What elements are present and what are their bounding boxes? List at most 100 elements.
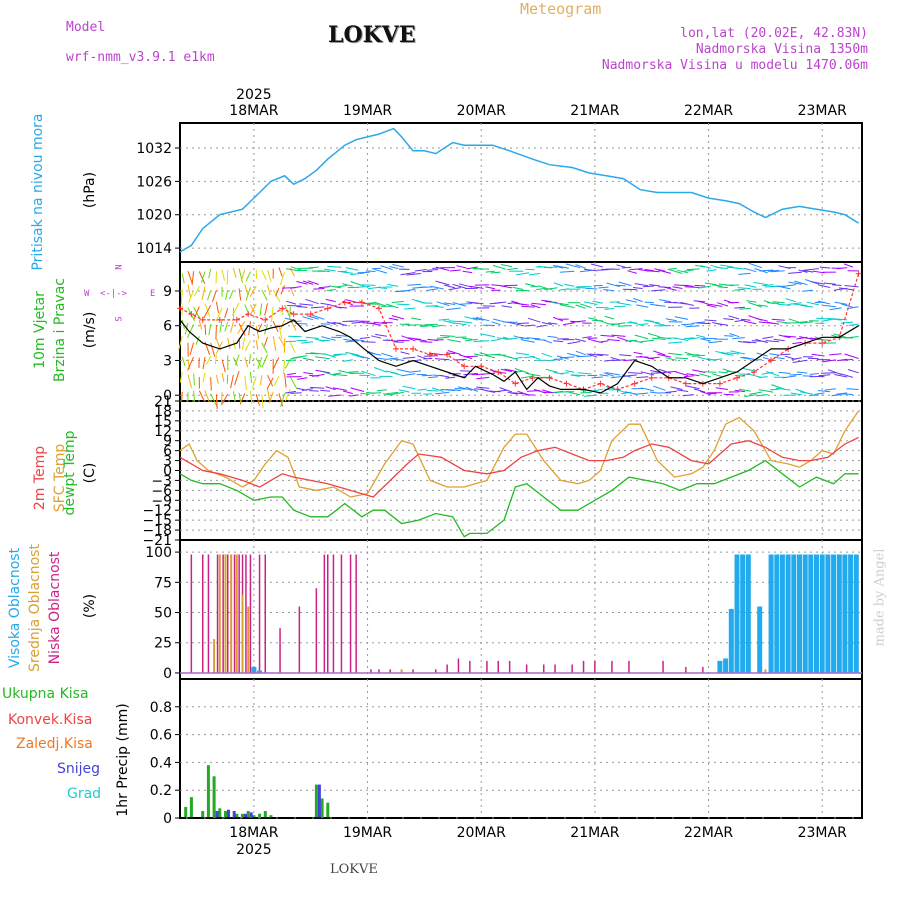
- wind-barb: [633, 287, 643, 289]
- wind-barb: [700, 265, 711, 269]
- wind-barb: [803, 268, 819, 271]
- meteogram-title: Meteogram: [520, 0, 602, 18]
- ytick-label-clouds-3: 75: [154, 575, 172, 591]
- cloud-bar-2: [779, 554, 785, 673]
- cloud-bar-2: [723, 658, 729, 673]
- wind-barb: [396, 303, 410, 306]
- wind-barb: [245, 287, 251, 301]
- cloud-bar-2: [848, 554, 854, 673]
- wind-barb: [296, 339, 308, 342]
- cloud-bar-0: [412, 669, 414, 673]
- wind-barb: [494, 301, 507, 304]
- wind-barb: [536, 287, 547, 291]
- precip-bar-0: [252, 815, 256, 818]
- wind-barb: [452, 283, 467, 289]
- wind-barb: [392, 263, 405, 268]
- wind-barb: [361, 341, 376, 343]
- wind-barb: [692, 369, 706, 373]
- wind-barb: [420, 325, 433, 327]
- wind-barb: [406, 273, 422, 276]
- wind-barb: [241, 269, 246, 280]
- wind-barb: [485, 286, 496, 290]
- cloud-bar-0: [611, 660, 613, 673]
- temp-2m-line: [179, 436, 859, 498]
- wind-barb: [654, 322, 666, 326]
- wind-barb: [187, 284, 191, 298]
- wind-barb: [512, 392, 524, 395]
- wind-barb: [373, 321, 387, 325]
- wind-gust-point: [375, 305, 382, 312]
- wind-barb: [784, 322, 797, 324]
- wind-barb: [389, 266, 399, 269]
- cloud-bar-2: [797, 554, 802, 673]
- wind-barb: [675, 357, 689, 360]
- wind-barb: [407, 337, 422, 340]
- wind-barb: [793, 303, 808, 306]
- wind-barb: [508, 321, 524, 327]
- wind-barb: [591, 376, 603, 379]
- wind-barb: [799, 336, 814, 340]
- wind-barb: [802, 289, 814, 292]
- wind-barb: [261, 270, 267, 281]
- wind-barb: [225, 289, 229, 301]
- wind-barb: [554, 265, 569, 269]
- wind-barb: [691, 354, 706, 357]
- wind-barb: [622, 288, 637, 291]
- xtick-top-0: 18MAR: [229, 103, 278, 119]
- wind-barb: [685, 325, 700, 328]
- wind-barb: [280, 393, 286, 408]
- wind-barb: [841, 303, 854, 308]
- wind-barb: [315, 356, 331, 360]
- wind-barb: [373, 367, 388, 373]
- wind-barb: [424, 355, 439, 357]
- wind-barb: [204, 303, 211, 317]
- wind-barb: [436, 336, 450, 339]
- wind-barb: [517, 322, 530, 324]
- wind-barb: [715, 351, 728, 355]
- wind-barb: [234, 354, 240, 366]
- wind-barb: [567, 352, 581, 357]
- wind-speed-line: [179, 319, 859, 394]
- xtick-top-3: 21MAR: [570, 103, 619, 119]
- wind-barb: [687, 337, 700, 340]
- wind-barb: [284, 373, 287, 388]
- wind-barb: [604, 315, 615, 320]
- cloud-bar-0: [582, 660, 585, 673]
- wind-gust-point: [324, 305, 331, 312]
- wind-barb: [792, 341, 802, 345]
- wind-barb: [744, 267, 757, 273]
- wind-barb: [320, 323, 331, 325]
- wind-barb: [567, 341, 581, 345]
- wind-barb: [493, 354, 507, 356]
- wind-barb: [371, 335, 382, 339]
- wind-barb: [669, 269, 683, 274]
- wind-barb: [603, 372, 615, 377]
- wind-barb: [436, 301, 450, 307]
- wind-barb: [423, 357, 433, 360]
- wind-barb: [640, 339, 655, 343]
- wind-barb: [720, 264, 734, 268]
- precip-bar-0: [235, 813, 239, 818]
- wind-barb: [187, 356, 195, 371]
- wind-gust-point: [290, 311, 297, 318]
- wind-barb: [465, 386, 478, 392]
- wind-barb: [812, 270, 825, 274]
- wind-barb: [301, 341, 314, 344]
- wind-barb: [333, 373, 348, 377]
- wind-barb: [841, 393, 853, 395]
- wind-barb: [272, 289, 281, 303]
- cloud-bar-2: [757, 606, 763, 673]
- wind-barb: [588, 317, 598, 320]
- wind-barb: [799, 321, 814, 324]
- wind-barb: [531, 302, 547, 306]
- wind-barb: [695, 334, 706, 338]
- wind-barb: [204, 324, 207, 335]
- wind-gust-point: [733, 374, 740, 381]
- cloud-bar-0: [245, 554, 247, 673]
- wind-barb: [280, 319, 286, 330]
- wind-barb: [559, 270, 575, 273]
- cloud-bar-0: [227, 554, 229, 673]
- wind-barb: [351, 321, 365, 324]
- wind-barb: [428, 376, 439, 379]
- wind-barb: [215, 394, 218, 410]
